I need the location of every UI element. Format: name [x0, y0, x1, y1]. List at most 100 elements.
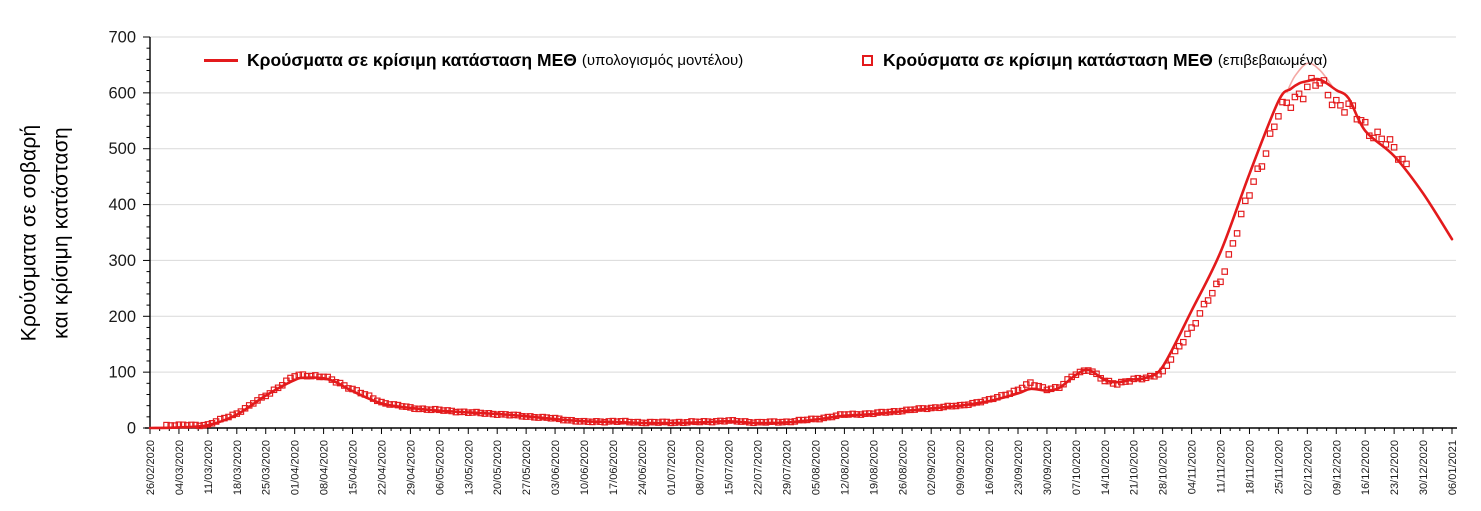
- confirmed-scatter-point: [1023, 381, 1030, 388]
- model-peak-overlay-line: [1285, 62, 1333, 94]
- confirmed-scatter-point: [1337, 102, 1344, 109]
- confirmed-scatter-point: [1279, 98, 1286, 106]
- confirmed-scatter-point: [1399, 155, 1406, 163]
- confirmed-scatter-point: [1221, 268, 1228, 275]
- confirmed-scatter-point: [1209, 289, 1216, 297]
- confirmed-scatter-point: [1233, 230, 1241, 237]
- x-tick-label: 03/06/2020: [550, 440, 562, 495]
- legend-model-label-paren: (υπολογισμός μοντέλου): [581, 51, 744, 69]
- x-tick-label: 09/12/2020: [1331, 440, 1343, 495]
- confirmed-scatter-point: [1180, 338, 1187, 346]
- confirmed-scatter-point: [1304, 83, 1311, 91]
- x-tick-label: 11/03/2020: [203, 440, 215, 494]
- x-tick-label: 15/07/2020: [724, 440, 736, 495]
- confirmed-scatter-point: [1271, 123, 1278, 131]
- y-tick-label: 0: [127, 420, 136, 438]
- x-tick-label: 08/07/2020: [695, 440, 707, 495]
- x-tick-label: 05/08/2020: [810, 440, 822, 495]
- confirmed-scatter-point: [1213, 280, 1220, 288]
- x-tick-label: 17/06/2020: [608, 440, 620, 495]
- confirmed-scatter-point: [1403, 160, 1410, 168]
- axes: [145, 37, 1457, 429]
- x-tick-label: 22/07/2020: [753, 440, 765, 495]
- confirmed-scatter-series: [163, 74, 1410, 430]
- legend-item-model: Κρούσματα σε κρίσιμη κατάσταση ΜΕΘ (υπολ…: [204, 47, 743, 73]
- confirmed-scatter-point: [1324, 91, 1332, 99]
- y-tick-label: 100: [108, 364, 136, 382]
- confirmed-scatter-point: [1188, 324, 1195, 331]
- confirmed-scatter-point: [1246, 192, 1253, 199]
- x-tick-label: 02/12/2020: [1302, 440, 1314, 495]
- y-tick-label: 400: [108, 196, 136, 214]
- gridlines: [150, 36, 1456, 373]
- x-tick-label: 25/03/2020: [261, 440, 273, 495]
- x-tick-label: 19/08/2020: [868, 440, 880, 495]
- x-tick-label: 25/11/2020: [1273, 440, 1285, 494]
- confirmed-scatter-point: [1341, 109, 1348, 116]
- x-tick-label: 30/12/2020: [1418, 440, 1430, 495]
- x-tick-label: 29/04/2020: [405, 440, 417, 495]
- x-tick-label: 20/05/2020: [492, 440, 504, 495]
- x-tick-label: 16/12/2020: [1360, 440, 1372, 495]
- x-tick-label: 18/03/2020: [232, 440, 244, 495]
- x-tick-label: 01/04/2020: [290, 440, 302, 495]
- confirmed-scatter-point: [1328, 101, 1336, 109]
- legend-confirmed-label: Κρούσματα σε κρίσιμη κατάσταση ΜΕΘ: [883, 49, 1213, 70]
- x-tick-label: 07/10/2020: [1071, 440, 1083, 495]
- confirmed-scatter-point: [1374, 128, 1381, 136]
- x-tick-label: 26/08/2020: [897, 440, 909, 495]
- confirmed-scatter-point: [1250, 178, 1257, 185]
- y-tick-label: 300: [108, 252, 136, 270]
- x-tick-label: 23/12/2020: [1389, 440, 1401, 495]
- confirmed-scatter-point: [1361, 118, 1369, 126]
- confirmed-scatter-point: [1266, 130, 1274, 137]
- x-tick-label: 29/07/2020: [782, 440, 794, 495]
- x-tick-label: 13/05/2020: [463, 440, 475, 495]
- x-tick-label: 15/04/2020: [348, 440, 360, 495]
- confirmed-scatter-point: [1275, 113, 1282, 120]
- x-tick-label: 30/09/2020: [1042, 440, 1054, 495]
- confirmed-scatter-point: [1229, 240, 1237, 247]
- y-tick-label: 200: [108, 308, 136, 326]
- confirmed-scatter-point: [1386, 136, 1394, 143]
- y-ticks: 0 100 200 300 400 500 600 700: [108, 29, 150, 438]
- y-tick-label: 500: [108, 140, 136, 158]
- confirmed-scatter-point: [1299, 95, 1307, 103]
- x-tick-label: 08/04/2020: [319, 440, 331, 495]
- confirmed-scatter-point: [1378, 135, 1385, 143]
- legend-confirmed-label-paren: (επιβεβαιωμένα): [1217, 51, 1328, 69]
- x-tick-label: 23/09/2020: [1013, 440, 1025, 495]
- x-tick-label: 01/07/2020: [666, 440, 678, 495]
- confirmed-scatter-point: [1196, 310, 1204, 317]
- x-tick-label: 11/11/2020: [1216, 440, 1228, 493]
- confirmed-square-legend-swatch: [862, 54, 873, 66]
- x-tick-label: 12/08/2020: [839, 440, 851, 495]
- x-tick-label: 27/05/2020: [521, 440, 533, 495]
- confirmed-scatter-point: [1217, 278, 1224, 286]
- confirmed-scatter-point: [1175, 342, 1183, 350]
- model-line-legend-swatch: [204, 58, 238, 62]
- y-tick-label: 600: [108, 84, 136, 102]
- confirmed-scatter-point: [1192, 320, 1199, 327]
- confirmed-scatter-point: [1200, 300, 1208, 308]
- x-tick-label: 14/10/2020: [1100, 440, 1112, 495]
- confirmed-scatter-point: [1287, 104, 1295, 111]
- x-tick-label: 21/10/2020: [1129, 440, 1141, 495]
- x-tick-label: 24/06/2020: [637, 440, 649, 495]
- confirmed-scatter-point: [1237, 210, 1245, 218]
- x-tick-label: 22/04/2020: [376, 440, 388, 495]
- legend-model-label: Κρούσματα σε κρίσιμη κατάσταση ΜΕΘ: [247, 49, 577, 70]
- x-tick-label: 06/01/2021: [1447, 440, 1459, 495]
- x-tick-label: 02/09/2020: [926, 440, 938, 495]
- confirmed-scatter-point: [1295, 90, 1303, 98]
- confirmed-scatter-point: [1242, 197, 1249, 205]
- confirmed-scatter-point: [1225, 251, 1233, 258]
- x-tick-label: 04/03/2020: [174, 440, 186, 495]
- x-ticks: 26/02/2020 04/03/2020 11/03/2020 18/03/2020…: [145, 428, 1459, 495]
- x-tick-label: 28/10/2020: [1158, 440, 1170, 495]
- legend-item-confirmed: Κρούσματα σε κρίσιμη κατάσταση ΜΕΘ (επιβ…: [862, 47, 1327, 73]
- x-tick-label: 10/06/2020: [579, 440, 591, 495]
- x-tick-label: 06/05/2020: [434, 440, 446, 495]
